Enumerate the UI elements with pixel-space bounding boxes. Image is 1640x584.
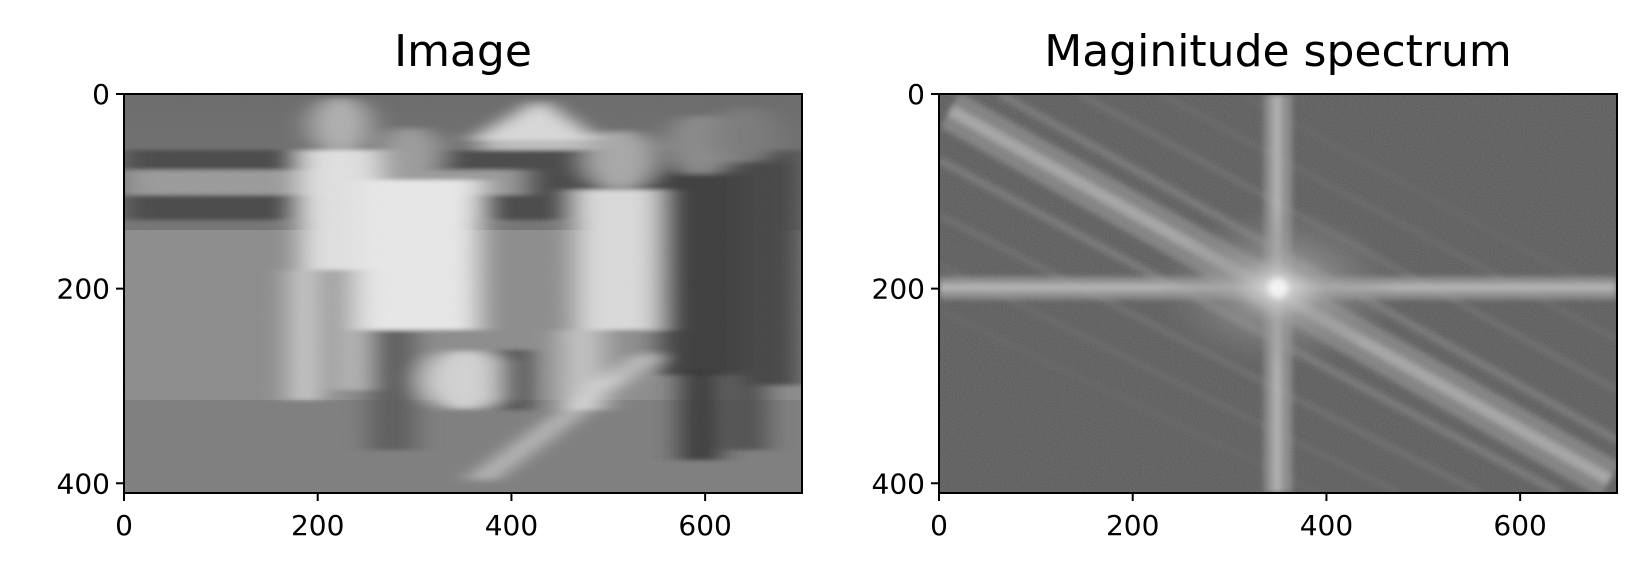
spectrum-y-tick-label: 0 (907, 78, 925, 111)
image-y-tick-label: 400 (57, 467, 110, 500)
panel-image: Image (57, 26, 803, 542)
spectrum-y-tick-label: 200 (872, 273, 925, 306)
spectrum-x-ticks: 0 200 400 600 (930, 493, 1547, 542)
spectrum-x-tick-label: 400 (1300, 509, 1353, 542)
image-axes-frame (123, 93, 803, 494)
spectrum-y-tick-label: 400 (872, 467, 925, 500)
spectrum-x-tick-label: 0 (930, 509, 948, 542)
image-x-ticks: 0 200 400 600 (115, 493, 732, 542)
image-x-tick-label: 600 (678, 509, 731, 542)
image-x-tick-label: 0 (115, 509, 133, 542)
image-y-ticks: 0 200 400 (57, 78, 124, 500)
spectrum-axes-frame (938, 93, 1618, 494)
panel-spectrum: Maginitude spectrum (872, 26, 1618, 542)
image-y-tick-label: 0 (92, 78, 110, 111)
image-raster (124, 94, 802, 493)
image-title: Image (394, 26, 532, 77)
spectrum-x-tick-label: 600 (1493, 509, 1546, 542)
spectrum-y-ticks: 0 200 400 (872, 78, 939, 500)
spectrum-title: Maginitude spectrum (1044, 26, 1512, 77)
spectrum-x-tick-label: 200 (1106, 509, 1159, 542)
spectrum-raster (939, 94, 1617, 493)
image-x-tick-label: 400 (485, 509, 538, 542)
image-x-tick-label: 200 (291, 509, 344, 542)
image-y-tick-label: 200 (57, 273, 110, 306)
